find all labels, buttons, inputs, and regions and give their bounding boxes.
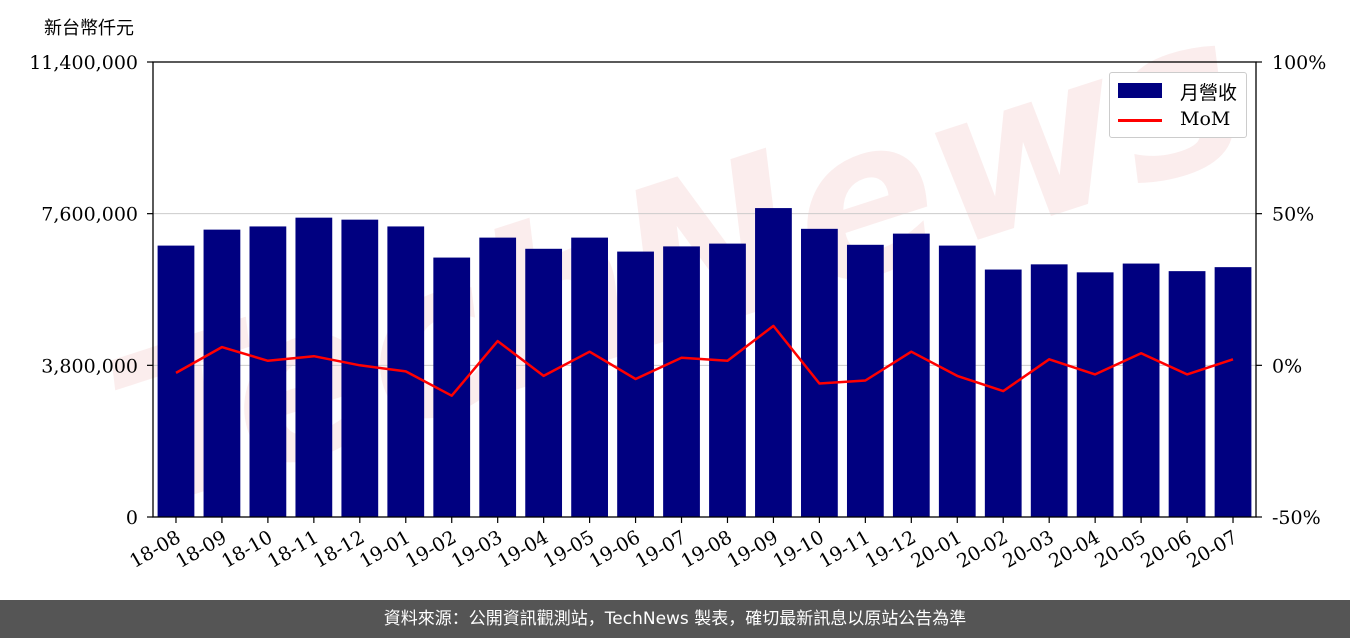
bar-19-12 [892, 233, 930, 517]
bar-18-10 [249, 226, 287, 517]
x-tick-label: 20-07 [1183, 526, 1241, 572]
x-tick-label: 19-01 [356, 526, 414, 572]
mom-line-series [175, 324, 1234, 397]
bar-20-07 [1214, 267, 1252, 517]
bar-18-11 [295, 217, 333, 517]
bar-19-06 [617, 251, 654, 518]
y-right-tick-label: 0% [1272, 355, 1302, 377]
legend-swatch-line [1118, 119, 1162, 122]
x-tick-label: 20-03 [999, 526, 1057, 572]
bar-19-07 [663, 246, 700, 518]
x-tick-label: 19-09 [723, 526, 781, 572]
y-axis-unit-label: 新台幣仟元 [44, 18, 134, 39]
y-right-tick-label: 100% [1272, 52, 1326, 74]
x-tick-label: 18-12 [310, 526, 368, 572]
bar-18-08 [157, 245, 195, 517]
y-left-tick-label: 7,600,000 [41, 204, 138, 226]
bar-19-05 [571, 237, 608, 518]
bar-18-12 [341, 219, 379, 517]
legend-item-mom: MoM [1118, 107, 1242, 133]
plot-frame [152, 61, 1257, 518]
legend-label-revenue: 月營收 [1180, 82, 1238, 104]
gridlines [153, 213, 1256, 366]
bar-20-04 [1076, 272, 1114, 517]
legend-swatch-bar [1118, 83, 1162, 98]
x-tick-label: 19-08 [678, 526, 736, 572]
x-tick-label: 20-06 [1137, 526, 1195, 572]
x-tick-label: 19-02 [402, 526, 460, 572]
y-right-tick-label: -50% [1272, 507, 1321, 529]
bar-20-05 [1122, 263, 1160, 517]
legend-label-mom: MoM [1180, 108, 1231, 130]
source-footer: 資料來源：公開資訊觀測站，TechNews 製表，確切最新訊息以原站公告為準 [0, 600, 1350, 638]
x-tick-label: 20-01 [907, 526, 965, 572]
bar-20-02 [984, 269, 1022, 517]
y-left-tick-label: 11,400,000 [29, 52, 138, 74]
x-tick-label: 19-06 [586, 526, 644, 572]
bar-20-01 [938, 245, 976, 517]
x-tick-label: 19-03 [448, 526, 506, 572]
bar-18-09 [203, 229, 241, 517]
bar-series [157, 208, 1252, 518]
bar-20-06 [1168, 271, 1206, 517]
x-tick-label: 18-11 [264, 526, 322, 572]
x-tick-label: 19-05 [540, 526, 598, 572]
x-tick-label: 20-04 [1045, 526, 1103, 572]
x-tick-label: 19-11 [815, 526, 873, 572]
bar-19-08 [709, 243, 746, 517]
x-tick-label: 20-02 [953, 526, 1011, 572]
bar-20-03 [1030, 264, 1068, 517]
bar-19-09 [755, 208, 792, 517]
y-left-tick-label: 3,800,000 [41, 355, 138, 377]
x-tick-label: 19-04 [494, 526, 552, 572]
x-tick-label: 19-10 [769, 526, 827, 572]
bar-19-02 [433, 257, 471, 517]
legend: 月營收 MoM [1109, 72, 1247, 138]
bar-19-04 [525, 248, 563, 517]
y-left-tick-label: 0 [126, 507, 138, 529]
bar-19-03 [479, 237, 517, 518]
bar-19-10 [801, 228, 838, 518]
y-right-tick-label: 50% [1272, 204, 1314, 226]
mom-line [175, 324, 1234, 397]
x-tick-label: 19-07 [632, 526, 690, 572]
revenue-chart: TechNews 03,800,0007,600,00011,400,000-5… [29, 0, 1326, 573]
axes [147, 61, 1262, 523]
legend-item-revenue: 月營收 [1118, 77, 1242, 104]
x-tick-label: 20-05 [1091, 526, 1149, 572]
x-tick-label: 19-12 [861, 526, 919, 572]
